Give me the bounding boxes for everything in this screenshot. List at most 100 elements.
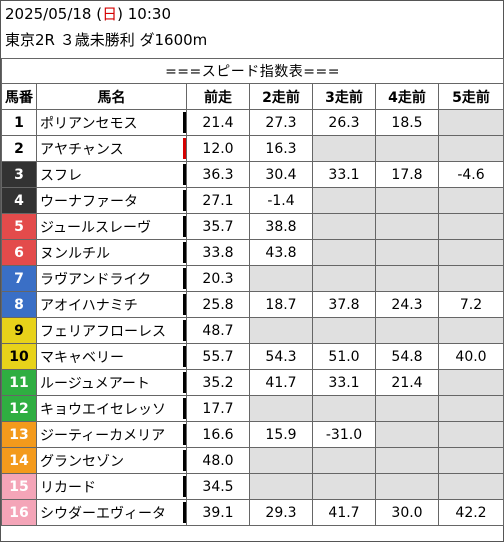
race-day-close: ) [117,5,123,23]
speed-index-3 [312,395,376,422]
horse-name-cell: グランセゾン [36,447,187,474]
table-row: 14 グランセゾン 48.0 [1,447,504,474]
speed-index-5 [437,369,504,396]
rank-marker [183,268,186,289]
horse-number: 14 [1,447,37,474]
speed-index-1: 34.5 [186,473,250,500]
race-day: 日 [102,5,118,23]
race-date: 2025/05/18 [5,5,92,23]
col-header-4-races-ago: 4走前 [375,83,439,110]
speed-index-4: 21.4 [375,369,439,396]
speed-index-5: -4.6 [437,161,504,188]
table-row: 3 スフレ 36.3 30.4 33.1 17.8 -4.6 [1,161,504,188]
col-header-number: 馬番 [1,83,37,110]
rank-marker [183,398,186,419]
speed-index-2: 18.7 [249,291,313,318]
speed-index-2: 16.3 [249,135,313,162]
speed-index-2: 38.8 [249,213,313,240]
col-header-3-races-ago: 3走前 [312,83,376,110]
horse-name: グランセゾン [40,453,124,470]
speed-index-1: 39.1 [186,499,250,526]
speed-index-2: 54.3 [249,343,313,370]
horse-name: ジュールスレーヴ [40,219,152,236]
col-header-horse-name: 馬名 [36,83,187,110]
rank-marker [183,320,186,341]
speed-index-5 [437,395,504,422]
speed-index-5: 40.0 [437,343,504,370]
horse-name: ヌンルチル [40,245,110,262]
speed-index-1: 35.2 [186,369,250,396]
speed-index-1: 48.7 [186,317,250,344]
speed-index-5: 7.2 [437,291,504,318]
table-row: 10 マキャベリー 55.7 54.3 51.0 54.8 40.0 [1,343,504,370]
table-row: 8 アオイハナミチ 25.8 18.7 37.8 24.3 7.2 [1,291,504,318]
col-header-5-races-ago: 5走前 [437,83,504,110]
speed-index-1: 16.6 [186,421,250,448]
horse-number: 4 [1,187,37,214]
speed-index-4: 54.8 [375,343,439,370]
horse-name-cell: ヌンルチル [36,239,187,266]
horse-number: 11 [1,369,37,396]
speed-index-1: 17.7 [186,395,250,422]
rank-marker [183,424,186,445]
table-row: 5 ジュールスレーヴ 35.7 38.8 [1,213,504,240]
horse-name: リカード [40,479,96,496]
horse-number: 5 [1,213,37,240]
horse-name-cell: ポリアンセモス [36,109,187,136]
horse-name-cell: ウーナファータ [36,187,187,214]
race-datetime: 2025/05/18 (日) 10:30 [1,1,503,28]
speed-index-4 [375,265,439,292]
table-row: 12 キョウエイセレッソ 17.7 [1,395,504,422]
speed-index-2 [249,265,313,292]
speed-index-2: 41.7 [249,369,313,396]
rank-marker [183,346,186,367]
speed-index-1: 35.7 [186,213,250,240]
rank-marker [183,190,186,211]
table-row: 15 リカード 34.5 [1,473,504,500]
rank-marker [183,294,186,315]
horse-name-cell: シウダーエヴィータ [36,499,187,526]
table-row: 13 ジーティーカメリア 16.6 15.9 -31.0 [1,421,504,448]
speed-index-3: 33.1 [312,161,376,188]
speed-index-3 [312,187,376,214]
table-row: 11 ルージュメアート 35.2 41.7 33.1 21.4 [1,369,504,396]
speed-index-4 [375,213,439,240]
col-header-last-race: 前走 [186,83,250,110]
speed-index-3 [312,239,376,266]
speed-index-3: 51.0 [312,343,376,370]
horse-number: 1 [1,109,37,136]
horse-name-cell: ジーティーカメリア [36,421,187,448]
horse-name-cell: マキャベリー [36,343,187,370]
table-row: 6 ヌンルチル 33.8 43.8 [1,239,504,266]
column-header-row: 馬番 馬名 前走 2走前 3走前 4走前 5走前 [1,83,504,110]
table-title: ===スピード指数表=== [0,58,504,84]
speed-index-5 [437,135,504,162]
speed-index-1: 48.0 [186,447,250,474]
table-row: 16 シウダーエヴィータ 39.1 29.3 41.7 30.0 42.2 [1,499,504,526]
horse-number: 16 [1,499,37,526]
speed-index-1: 12.0 [186,135,250,162]
speed-index-2: -1.4 [249,187,313,214]
horse-number: 13 [1,421,37,448]
speed-index-2: 43.8 [249,239,313,266]
speed-index-4 [375,421,439,448]
horse-name-cell: アオイハナミチ [36,291,187,318]
speed-index-3: -31.0 [312,421,376,448]
speed-index-3 [312,213,376,240]
horse-name: アオイハナミチ [40,297,138,314]
table-body: 1 ポリアンセモス 21.4 27.3 26.3 18.5 2 アヤチャンス 12.0 16.3 3… [1,109,504,526]
rank-marker [183,450,186,471]
speed-index-3: 33.1 [312,369,376,396]
horse-name-cell: ジュールスレーヴ [36,213,187,240]
speed-index-3 [312,317,376,344]
horse-name-cell: アヤチャンス [36,135,187,162]
speed-index-4 [375,473,439,500]
rank-marker [183,242,186,263]
speed-index-5 [437,317,504,344]
speed-index-table: ===スピード指数表=== 馬番 馬名 前走 2走前 3走前 4走前 5走前 1… [0,58,504,526]
table-row: 1 ポリアンセモス 21.4 27.3 26.3 18.5 [1,109,504,136]
horse-number: 8 [1,291,37,318]
speed-index-5 [437,473,504,500]
speed-index-4 [375,395,439,422]
horse-name-cell: ラヴアンドライク [36,265,187,292]
